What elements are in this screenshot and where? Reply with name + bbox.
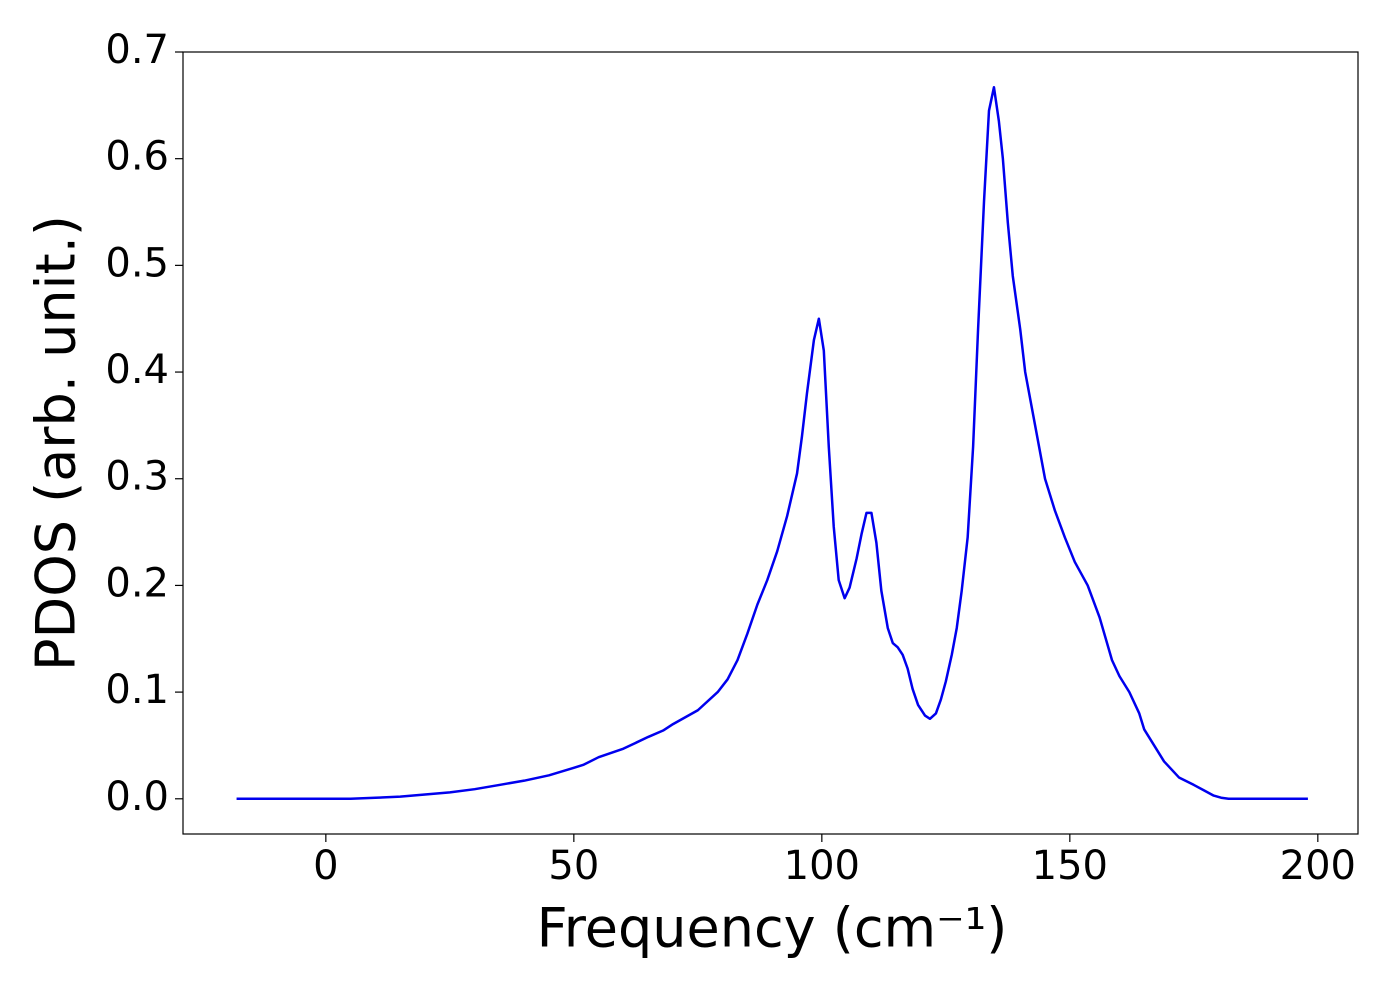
series-line bbox=[236, 85, 1308, 801]
x-tick-label: 200 bbox=[1280, 843, 1356, 889]
y-tick-label: 0.0 bbox=[105, 774, 169, 820]
x-axis-label: Frequency (cm⁻¹) bbox=[537, 897, 1008, 960]
y-tick-label: 0.6 bbox=[105, 134, 169, 180]
x-tick-label: 0 bbox=[313, 843, 338, 889]
y-tick-label: 0.7 bbox=[105, 27, 169, 73]
y-tick-label: 0.5 bbox=[105, 240, 169, 286]
y-tick-label: 0.3 bbox=[105, 454, 169, 500]
y-tick-label: 0.4 bbox=[105, 347, 169, 393]
y-tick-label: 0.2 bbox=[105, 560, 169, 606]
x-tick-label: 50 bbox=[548, 843, 599, 889]
y-axis-label: PDOS (arb. unit.) bbox=[25, 215, 88, 671]
x-tick-label: 100 bbox=[784, 843, 860, 889]
plot-frame bbox=[182, 51, 1359, 835]
x-tick-label: 150 bbox=[1032, 843, 1108, 889]
y-tick-label: 0.1 bbox=[105, 667, 169, 713]
